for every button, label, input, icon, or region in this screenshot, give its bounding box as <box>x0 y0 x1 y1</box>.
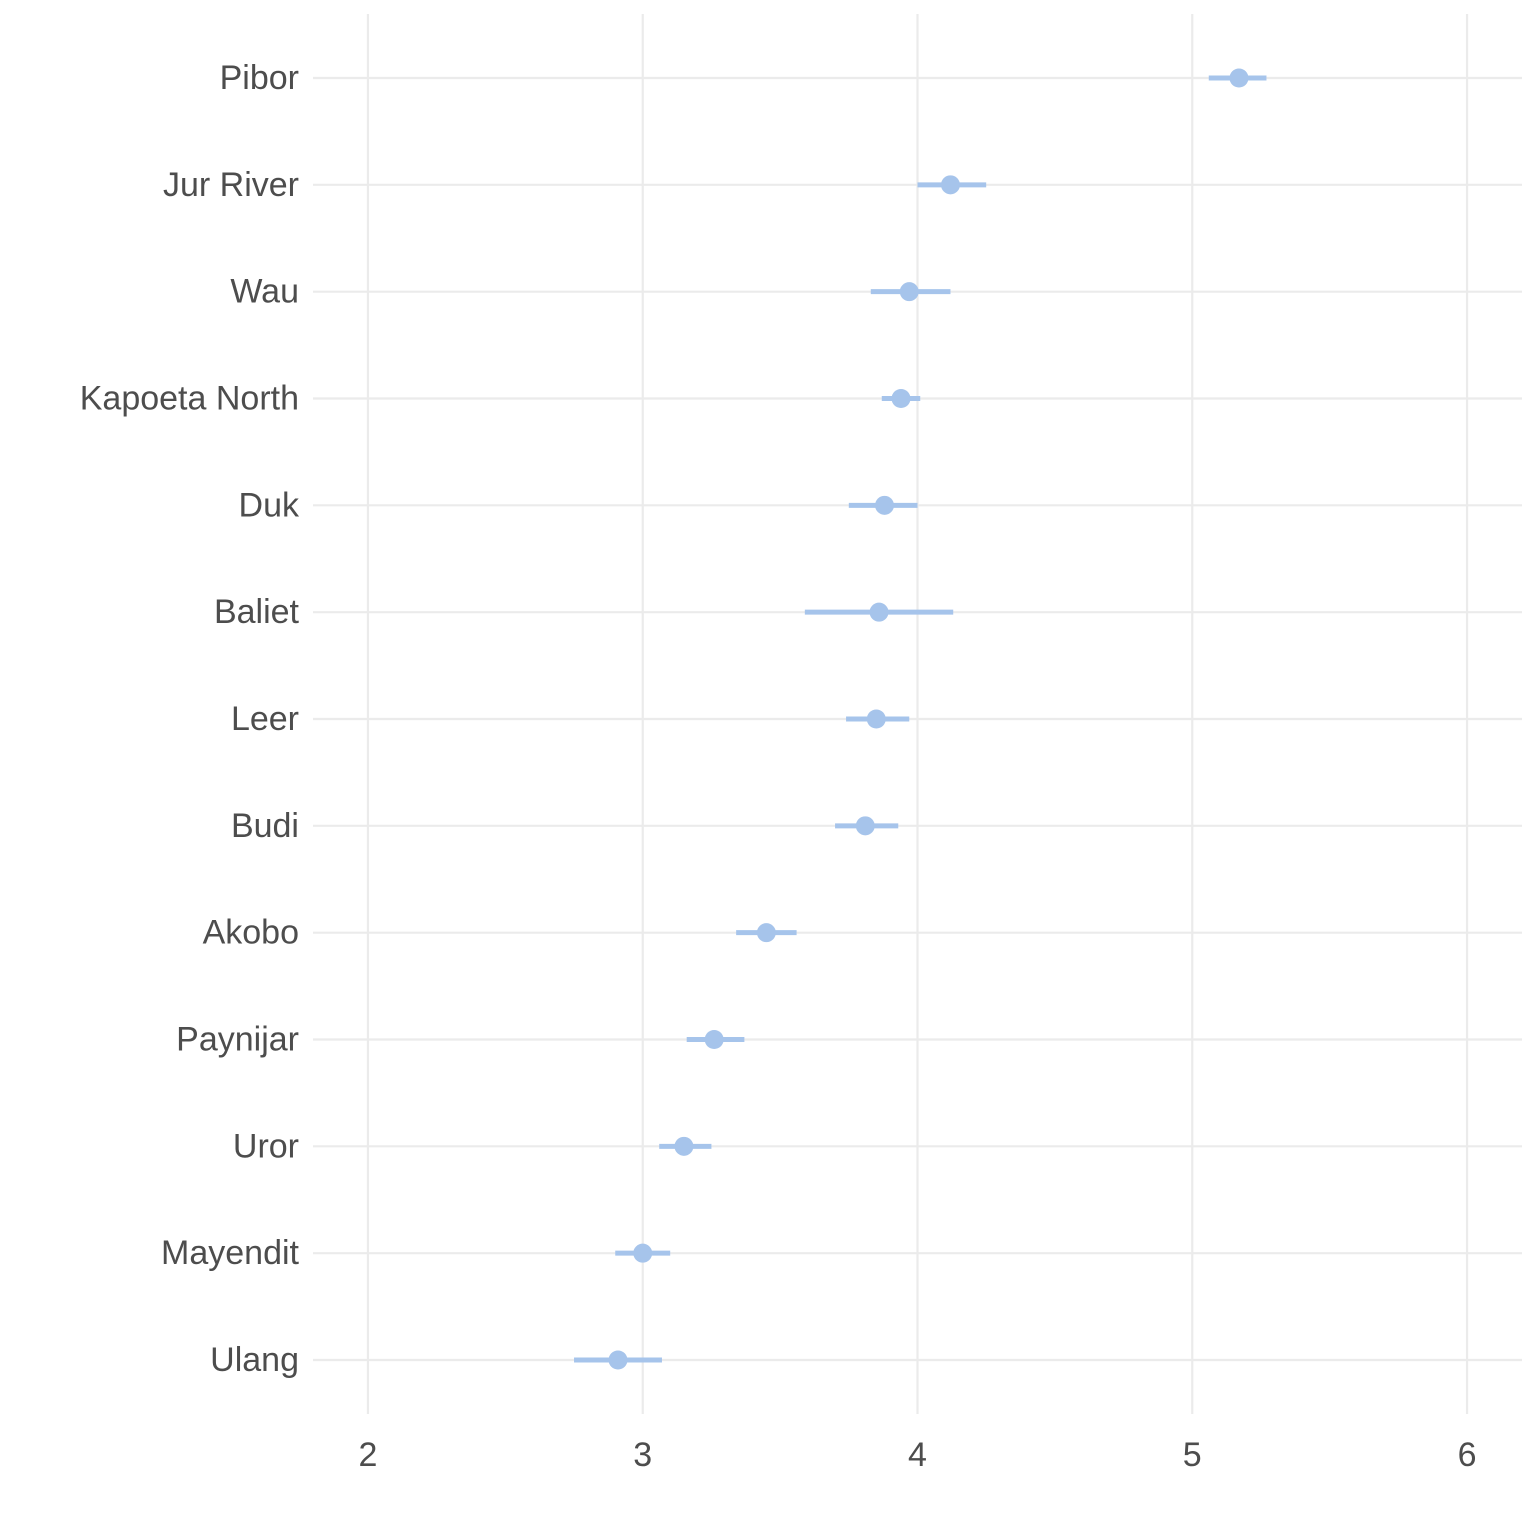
x-axis-labels: 2 3 4 5 6 <box>358 1436 1476 1474</box>
estimate-point <box>704 1030 724 1049</box>
y-tick-label: Akobo <box>203 914 299 952</box>
estimate-points <box>608 68 1249 1370</box>
horizontal-gridlines <box>313 76 1522 1362</box>
y-tick-label: Pibor <box>220 59 299 97</box>
x-tick-label: 2 <box>358 1436 377 1474</box>
estimate-point <box>869 602 889 622</box>
estimate-point <box>756 923 776 943</box>
estimate-point <box>866 709 886 729</box>
estimate-point <box>855 816 875 836</box>
y-tick-label: Baliet <box>214 593 300 631</box>
estimate-point <box>674 1136 694 1156</box>
y-tick-label: Wau <box>230 273 299 311</box>
estimate-point <box>1229 68 1249 88</box>
y-tick-label: Mayendit <box>161 1234 300 1272</box>
estimate-point <box>633 1243 653 1263</box>
vertical-gridlines <box>366 14 1469 1414</box>
x-tick-label: 4 <box>908 1436 927 1474</box>
y-axis-labels: Pibor Jur River Wau Kapoeta North Duk Baliet L… <box>80 59 300 1379</box>
estimate-point <box>899 282 919 302</box>
y-tick-label: Uror <box>233 1127 299 1165</box>
y-tick-label: Leer <box>231 700 299 738</box>
estimate-point <box>608 1350 628 1370</box>
x-tick-label: 5 <box>1183 1436 1202 1474</box>
estimate-point <box>875 495 895 515</box>
y-tick-label: Ulang <box>210 1341 299 1379</box>
x-tick-label: 3 <box>633 1436 652 1474</box>
estimate-point <box>940 175 960 195</box>
y-tick-label: Jur River <box>163 166 299 204</box>
y-tick-label: Paynijar <box>176 1021 299 1059</box>
estimate-point <box>891 389 911 408</box>
y-tick-label: Budi <box>231 807 299 845</box>
x-tick-label: 6 <box>1458 1436 1477 1474</box>
y-tick-label: Kapoeta North <box>80 380 299 418</box>
y-tick-label: Duk <box>239 486 300 524</box>
